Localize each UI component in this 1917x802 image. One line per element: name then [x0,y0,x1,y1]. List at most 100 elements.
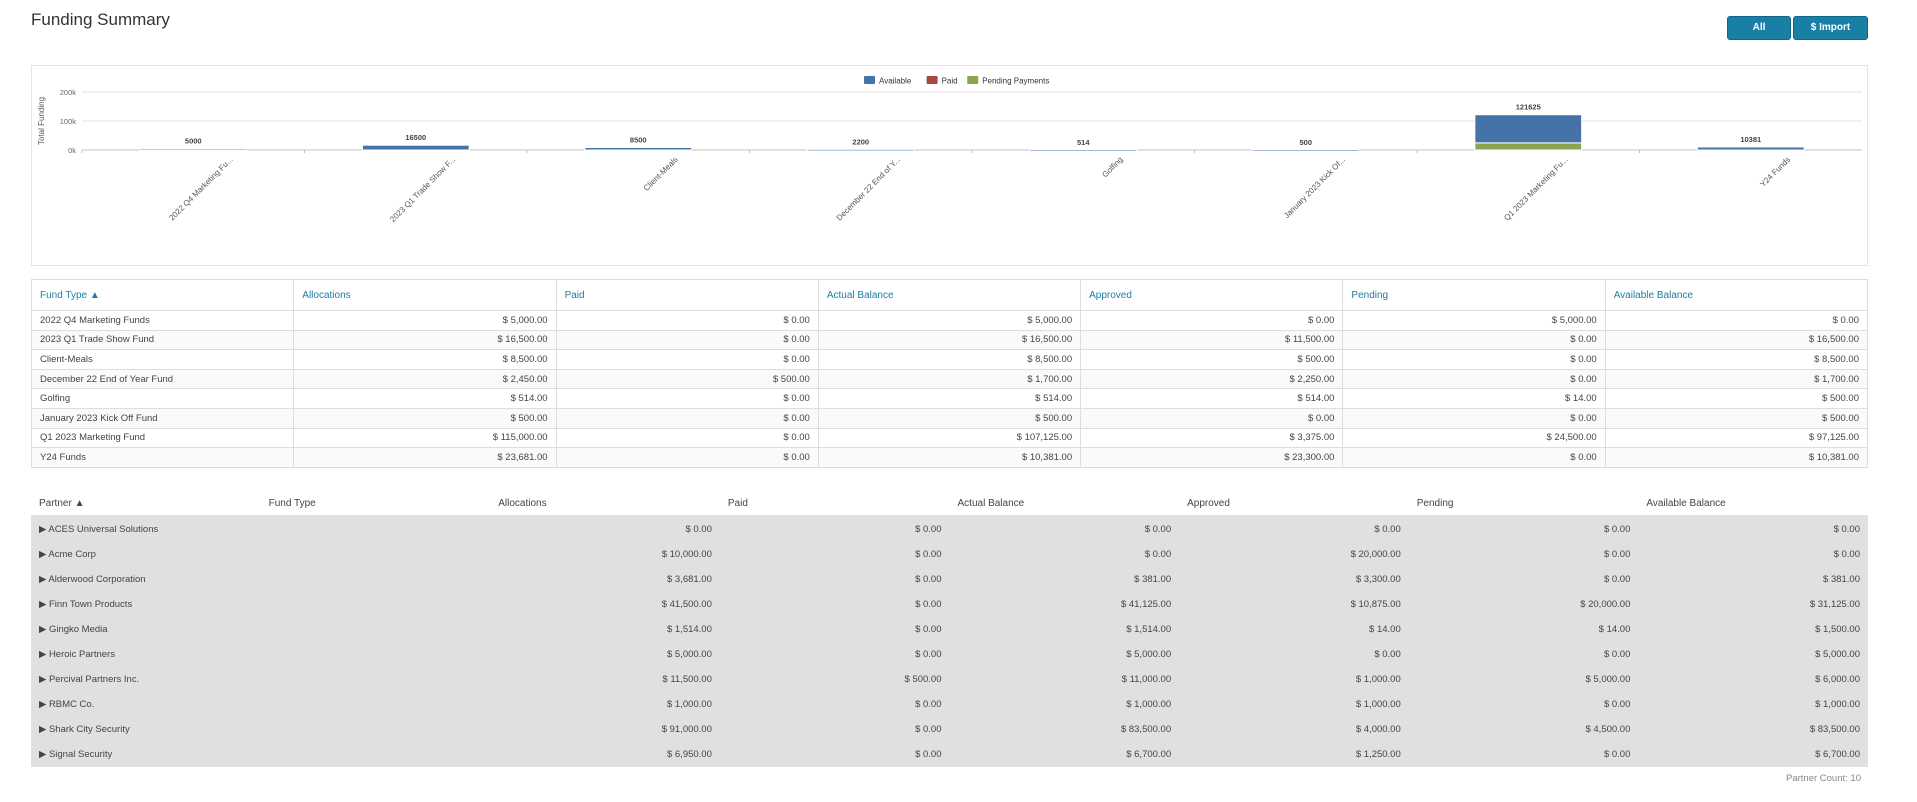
table-cell: $ 381.00 [949,567,1180,592]
partner-name-cell[interactable]: ▶ Acme Corp [31,542,261,567]
table-cell: $ 0.00 [1408,642,1639,667]
partner-name-cell[interactable]: ▶ Finn Town Products [31,592,261,617]
x-tick-label: Q1 2023 Marketing Fu... [1502,155,1569,222]
partner-name-cell[interactable]: ▶ Heroic Partners [31,642,261,667]
partner-name-cell[interactable]: ▶ ACES Universal Solutions [31,515,261,542]
table-cell: $ 11,500.00 [1080,329,1344,351]
legend-label: Available [879,77,912,86]
table-cell: $ 0.00 [555,407,819,429]
x-tick-label: 2022 Q4 Marketing Fu... [167,155,234,222]
table-cell: $ 0.00 [1638,515,1868,542]
y-axis-label: Total Funding [37,97,46,145]
header-actual-balance[interactable]: Actual Balance [817,279,1082,311]
bar-segment [806,148,915,152]
table-cell: $ 31,125.00 [1638,592,1868,617]
table-cell: $ 4,000.00 [1179,717,1409,742]
table-cell: $ 0.00 [555,329,819,351]
table-cell: $ 0.00 [1342,329,1606,351]
header-pending[interactable]: Pending [1342,279,1606,311]
header-partner[interactable]: Partner ▲ [39,497,85,509]
header-paid[interactable]: Paid [727,497,748,509]
header-available-balance[interactable]: Available Balance [1604,279,1869,311]
table-cell: $ 23,300.00 [1080,447,1344,468]
table-cell: $ 1,700.00 [817,368,1082,390]
import-funds-button[interactable]: $ Import Funds [1793,16,1868,55]
table-cell: $ 0.00 [719,592,950,617]
table-cell: $ 2,450.00 [293,368,557,390]
table-row[interactable]: ▶ Percival Partners Inc. $ 11,500.00 $ 500… [31,667,1868,692]
partner-name-cell[interactable]: ▶ Shark City Security [31,717,261,742]
table-cell: $ 115,000.00 [293,427,557,449]
table-cell [260,742,491,767]
header-allocations[interactable]: Allocations [293,279,557,311]
legend-swatch [864,76,875,84]
header-paid[interactable]: Paid [555,279,819,311]
table-cell: $ 3,300.00 [1179,567,1409,592]
table-cell: $ 8,500.00 [1604,349,1869,370]
table-row[interactable]: ▶ Finn Town Products $ 41,500.00 $ 0.00 $ 4… [31,592,1868,617]
header-approved[interactable]: Approved [1187,497,1230,509]
partner-name-cell[interactable]: ▶ Signal Security [31,742,261,767]
table-row: December 22 End of Year Fund $ 2,450.00 $ … [30,368,1869,390]
table-cell: $ 500.00 [719,667,950,692]
table-cell: $ 0.00 [949,542,1180,567]
table-cell: $ 3,375.00 [1080,427,1344,449]
table-cell: $ 1,250.00 [1179,742,1409,767]
header-fund-type[interactable]: Fund Type [268,497,316,509]
x-tick-label: Golfing [1100,155,1124,179]
fund-type-cell: 2023 Q1 Trade Show Fund [30,329,295,351]
header-pending[interactable]: Pending [1416,497,1454,509]
table-cell: $ 0.00 [719,542,950,567]
table-cell: $ 5,000.00 [1638,642,1868,667]
table-cell: $ 0.00 [1408,692,1639,717]
table-row[interactable]: ▶ Heroic Partners $ 5,000.00 $ 0.00 $ 5,000… [31,642,1868,667]
table-cell: $ 8,500.00 [293,349,557,370]
all-partners-button[interactable]: All Partners [1727,16,1791,55]
bar-segment [584,147,693,151]
table-cell: $ 10,875.00 [1179,592,1409,617]
table-cell: $ 91,000.00 [490,717,720,742]
header-fund-type[interactable]: Fund Type ▲ [30,279,295,311]
table-row[interactable]: ▶ Gingko Media $ 1,514.00 $ 0.00 $ 1,514.00… [31,617,1868,642]
table-cell: $ 5,000.00 [817,310,1082,331]
header-allocations[interactable]: Allocations [498,497,547,509]
table-cell: $ 20,000.00 [1179,542,1409,567]
header-approved[interactable]: Approved [1080,279,1344,311]
table-row[interactable]: ▶ RBMC Co. $ 1,000.00 $ 0.00 $ 1,000.00 $ 1,… [31,692,1868,717]
data-label: 2200 [852,137,869,146]
table-row[interactable]: ▶ Shark City Security $ 91,000.00 $ 0.00 $ … [31,717,1868,742]
legend-swatch [926,76,938,84]
partner-name-cell[interactable]: ▶ Alderwood Corporation [31,567,261,592]
table-cell: $ 0.00 [1179,515,1409,542]
table-cell: $ 1,000.00 [490,692,720,717]
table-cell: $ 1,000.00 [1179,667,1409,692]
fund-type-cell: Y24 Funds [30,447,295,468]
table-row[interactable]: ▶ ACES Universal Solutions $ 0.00 $ 0.00 $ … [31,515,1868,542]
table-cell: $ 500.00 [1604,388,1869,409]
y-tick-label: 0k [68,146,76,155]
table-row[interactable]: ▶ Signal Security $ 6,950.00 $ 0.00 $ 6,700… [31,742,1868,767]
table-cell: $ 0.00 [1342,447,1606,468]
table-cell [260,617,491,642]
table-cell: $ 0.00 [1408,567,1639,592]
table-row[interactable]: ▶ Alderwood Corporation $ 3,681.00 $ 0.00 $… [31,567,1868,592]
header-actual-balance[interactable]: Actual Balance [957,497,1025,509]
table-cell: $ 1,700.00 [1604,368,1869,390]
partner-table: Partner ▲ Fund Type Allocations Paid Actual … [31,491,1868,767]
bar-segment [1474,114,1583,144]
legend-label: Paid [942,77,958,86]
header-available-balance[interactable]: Available Balance [1646,497,1726,509]
table-cell: $ 500.00 [817,407,1082,429]
partner-name-cell[interactable]: ▶ Gingko Media [31,617,261,642]
table-cell: $ 0.00 [719,567,950,592]
table-cell: $ 500.00 [1604,407,1869,429]
table-cell [260,515,491,542]
partner-count: Partner Count: 10 [1786,773,1861,784]
table-row[interactable]: ▶ Acme Corp $ 10,000.00 $ 0.00 $ 0.00 $ 20,0… [31,542,1868,567]
table-cell: $ 0.00 [719,617,950,642]
table-cell: $ 41,125.00 [949,592,1180,617]
partner-name-cell[interactable]: ▶ Percival Partners Inc. [31,667,261,692]
table-cell: $ 41,500.00 [490,592,720,617]
partner-name-cell[interactable]: ▶ RBMC Co. [31,692,261,717]
table-cell: $ 1,500.00 [1638,617,1868,642]
